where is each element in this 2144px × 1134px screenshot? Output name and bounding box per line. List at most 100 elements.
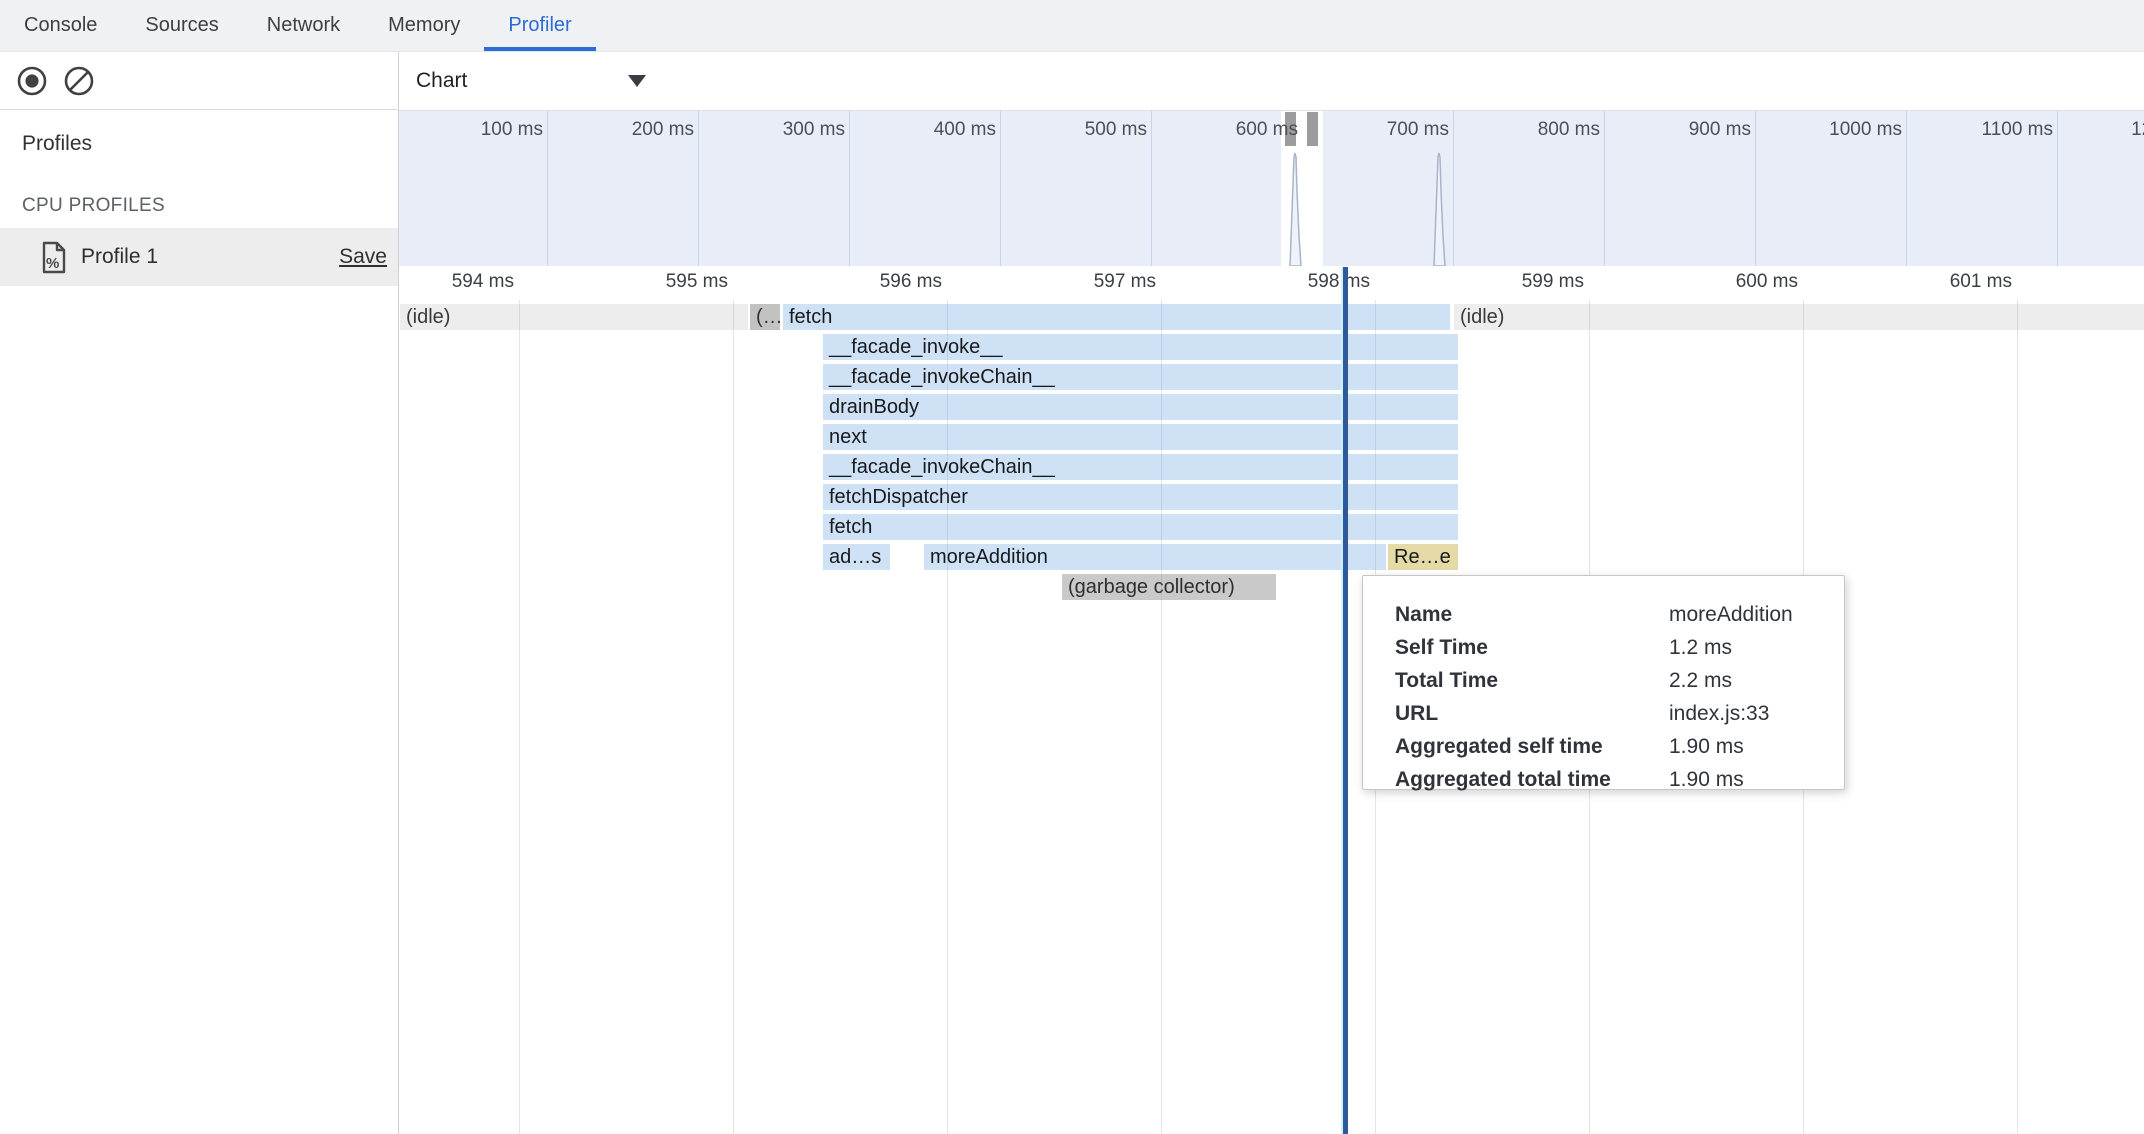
overview-tick-label: 200 ms bbox=[631, 119, 694, 140]
flame-bar[interactable]: fetch bbox=[823, 514, 1458, 540]
tooltip-value: 1.90 ms bbox=[1669, 735, 1744, 758]
flame-gridline bbox=[2017, 300, 2018, 1134]
flame-bar[interactable]: __facade_invoke__ bbox=[823, 334, 1458, 360]
profiler-view-toolbar: Chart bbox=[399, 52, 2144, 110]
overview-gridline bbox=[1151, 111, 1152, 266]
clear-button[interactable] bbox=[62, 64, 96, 98]
selection-handle-right[interactable] bbox=[1307, 112, 1318, 146]
flame-bar[interactable]: (idle) bbox=[1454, 304, 2144, 330]
overview-gridline bbox=[1906, 111, 1907, 266]
overview-gridline bbox=[1604, 111, 1605, 266]
overview-gridline bbox=[2057, 111, 2058, 266]
profiler-sidebar-toolbar bbox=[0, 52, 398, 110]
overview-tick-label: 500 ms bbox=[1084, 119, 1147, 140]
overview-tick-label: 800 ms bbox=[1537, 119, 1600, 140]
flame-bar[interactable]: next bbox=[823, 424, 1458, 450]
overview-tick-label: 600 ms bbox=[1235, 119, 1298, 140]
timeline-overview[interactable]: 100 ms 200 ms 300 ms 400 ms 500 ms 600 ms 700 … bbox=[399, 110, 2144, 267]
flame-bar[interactable]: (idle) bbox=[400, 304, 748, 330]
profile-name: Profile 1 bbox=[81, 245, 159, 268]
flame-gridline bbox=[733, 300, 734, 1134]
profile-document-icon: % bbox=[42, 241, 66, 273]
overview-tick-label: 900 ms bbox=[1688, 119, 1751, 140]
tab-memory[interactable]: Memory bbox=[388, 14, 461, 36]
flame-bar[interactable]: moreAddition bbox=[924, 544, 1386, 570]
flame-bar[interactable]: Re…e bbox=[1388, 544, 1458, 570]
circle-slash-icon bbox=[64, 66, 94, 96]
overview-gridline bbox=[698, 111, 699, 266]
flame-bar[interactable]: __facade_invokeChain__ bbox=[823, 454, 1458, 480]
tooltip-value: index.js:33 bbox=[1669, 702, 1770, 725]
flame-bar[interactable]: (garbage collector) bbox=[1062, 574, 1276, 600]
ruler-label: 598 ms bbox=[1307, 271, 1370, 292]
overview-gridline bbox=[849, 111, 850, 266]
tab-network[interactable]: Network bbox=[266, 14, 341, 36]
view-mode-label: Chart bbox=[416, 69, 468, 92]
tooltip-value: 1.90 ms bbox=[1669, 768, 1744, 791]
overview-tick-label: 100 ms bbox=[480, 119, 543, 140]
chevron-down-icon bbox=[628, 75, 646, 87]
ruler-label: 600 ms bbox=[1735, 271, 1798, 292]
view-mode-select[interactable]: Chart bbox=[416, 52, 661, 110]
record-button[interactable] bbox=[15, 64, 49, 98]
flame-chart[interactable]: (idle)(…fetch(idle)__facade_invoke____fa… bbox=[399, 300, 2144, 1134]
flame-bar[interactable]: fetch bbox=[783, 304, 1450, 330]
selection-handle-left[interactable] bbox=[1285, 112, 1296, 146]
tooltip-label: Self Time bbox=[1395, 636, 1488, 659]
tab-console[interactable]: Console bbox=[24, 14, 98, 36]
sidebar-divider bbox=[398, 52, 399, 1134]
overview-gridline bbox=[1453, 111, 1454, 266]
tooltip-row: URL index.js:33 bbox=[1395, 697, 1844, 730]
flame-gridline bbox=[519, 300, 520, 1134]
tooltip-label: URL bbox=[1395, 702, 1439, 725]
overview-tick-label: 400 ms bbox=[933, 119, 996, 140]
ruler-label: 596 ms bbox=[879, 271, 942, 292]
ruler-label: 601 ms bbox=[1949, 271, 2012, 292]
overview-tick-label: 1200 ms bbox=[2131, 119, 2144, 140]
ruler-label: 597 ms bbox=[1093, 271, 1156, 292]
flame-bar[interactable]: __facade_invokeChain__ bbox=[823, 364, 1458, 390]
profiles-heading: Profiles bbox=[22, 132, 93, 155]
tooltip-row: Aggregated self time 1.90 ms bbox=[1395, 730, 1844, 763]
flame-bar[interactable]: fetchDispatcher bbox=[823, 484, 1458, 510]
tooltip-label: Aggregated total time bbox=[1395, 768, 1611, 791]
sidebar-item-profile-1[interactable]: % Profile 1 Save bbox=[0, 228, 398, 286]
tooltip-value: 2.2 ms bbox=[1669, 669, 1733, 692]
overview-tick-label: 1100 ms bbox=[1981, 119, 2053, 140]
tooltip-row: Name moreAddition bbox=[1395, 598, 1844, 631]
flame-bar[interactable]: ad…s bbox=[823, 544, 890, 570]
cpu-activity-spikes bbox=[1289, 152, 1446, 266]
tooltip-label: Aggregated self time bbox=[1395, 735, 1603, 758]
save-link[interactable]: Save bbox=[339, 245, 387, 268]
tooltip-row: Aggregated total time 1.90 ms bbox=[1395, 763, 1844, 796]
tooltip-value: 1.2 ms bbox=[1669, 636, 1733, 659]
flame-bar[interactable]: (… bbox=[750, 304, 780, 330]
overview-tick-label: 700 ms bbox=[1386, 119, 1449, 140]
overview-tick-label: 1000 ms bbox=[1829, 119, 1902, 140]
record-icon bbox=[17, 66, 47, 96]
time-ruler: 594 ms 595 ms 596 ms 597 ms 598 ms 599 ms 600 … bbox=[399, 266, 2144, 300]
tooltip-row: Self Time 1.2 ms bbox=[1395, 631, 1844, 664]
overview-gridline bbox=[1000, 111, 1001, 266]
tab-sources[interactable]: Sources bbox=[145, 14, 219, 36]
devtools-tabbar: Console Sources Network Memory Profiler bbox=[0, 0, 2144, 52]
tooltip-row: Total Time 2.2 ms bbox=[1395, 664, 1844, 697]
overview-gridline bbox=[547, 111, 548, 266]
flame-bar[interactable]: drainBody bbox=[823, 394, 1458, 420]
overview-tick-label: 300 ms bbox=[782, 119, 845, 140]
flame-gridline bbox=[947, 300, 948, 1134]
flame-gridline bbox=[1161, 300, 1162, 1134]
playhead-line bbox=[1343, 267, 1348, 1134]
tab-profiler[interactable]: Profiler bbox=[484, 0, 596, 51]
ruler-label: 595 ms bbox=[665, 271, 728, 292]
cpu-profiles-section-label: CPU PROFILES bbox=[22, 195, 165, 216]
ruler-label: 594 ms bbox=[451, 271, 514, 292]
tooltip-label: Total Time bbox=[1395, 669, 1499, 692]
frame-tooltip: Name moreAddition Self Time 1.2 ms Total Tim… bbox=[1362, 575, 1845, 791]
svg-text:%: % bbox=[46, 255, 59, 272]
tooltip-value: moreAddition bbox=[1669, 603, 1793, 626]
ruler-label: 599 ms bbox=[1521, 271, 1584, 292]
overview-gridline bbox=[1755, 111, 1756, 266]
tooltip-label: Name bbox=[1395, 603, 1453, 626]
